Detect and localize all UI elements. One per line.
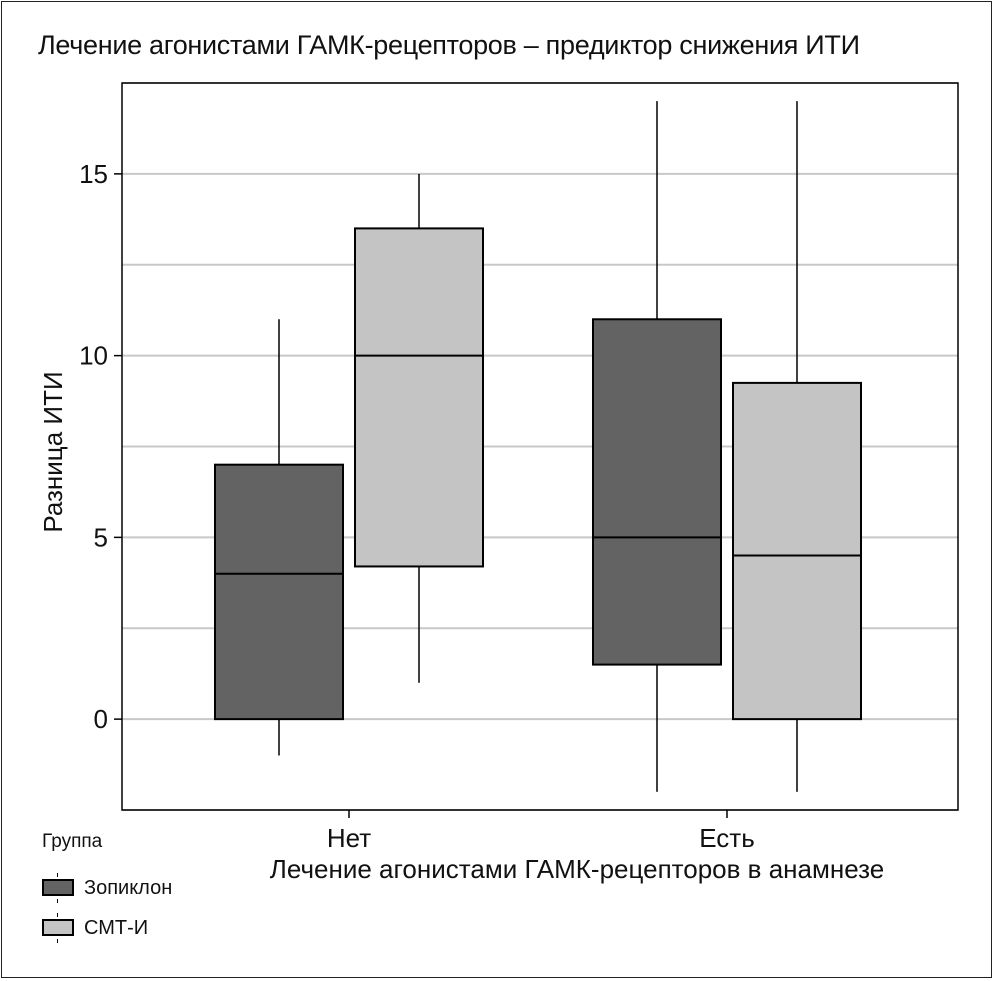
plot-panel	[121, 82, 959, 811]
legend-item-cbt-i: СМТ-И	[40, 913, 148, 943]
x-tick-label: Есть	[699, 823, 755, 853]
legend-key-cbt-i	[40, 913, 76, 943]
legend-key-zopiclone	[40, 873, 76, 903]
legend-label-cbt-i: СМТ-И	[84, 916, 149, 939]
boxes	[214, 101, 862, 792]
chart-title: Лечение агонистами ГАМК-рецепторов – пре…	[38, 30, 860, 60]
y-tick-label: 15	[79, 159, 108, 189]
box	[214, 463, 344, 721]
x-tick-label: Нет	[327, 823, 371, 853]
box	[592, 318, 722, 666]
legend-label-zopiclone: Зопиклон	[84, 876, 173, 899]
legend-item-zopiclone: Зопиклон	[40, 873, 172, 903]
legend-title: Группа	[42, 831, 103, 852]
y-tick-label: 0	[94, 704, 108, 734]
box	[354, 227, 484, 568]
box	[732, 381, 862, 721]
x-axis-title: Лечение агонистами ГАМК-рецепторов в ана…	[270, 854, 884, 884]
axes: 0 5 10 15 Нет Есть	[79, 159, 755, 853]
y-tick-label: 5	[94, 522, 108, 552]
y-axis-title: Разница ИТИ	[38, 371, 68, 532]
y-tick-label: 10	[79, 341, 108, 371]
